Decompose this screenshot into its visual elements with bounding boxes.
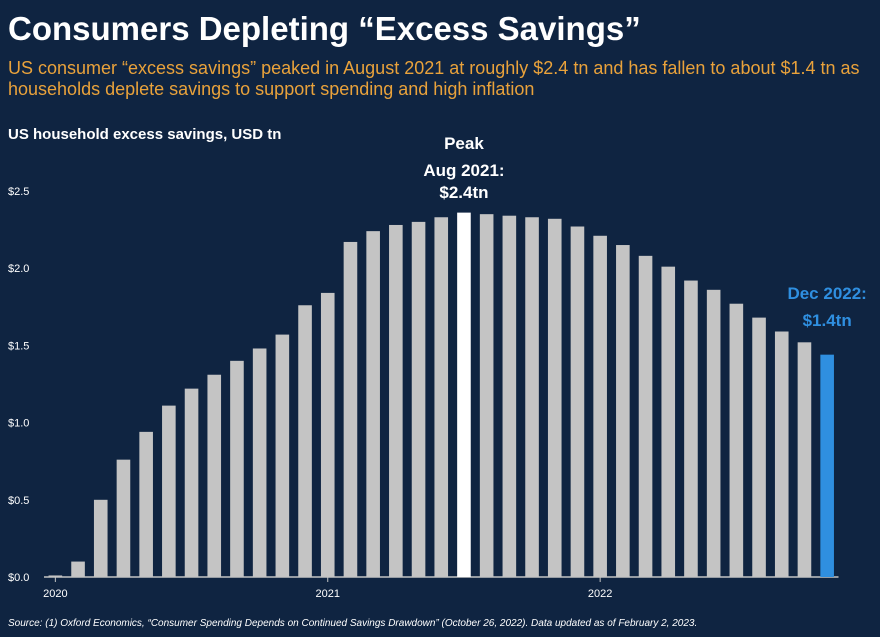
bar (547, 218, 562, 578)
bar (729, 303, 744, 577)
bar (275, 334, 290, 577)
bar (502, 215, 517, 578)
x-tick-label: 2022 (588, 588, 612, 600)
bar (162, 405, 176, 577)
bar (525, 217, 539, 578)
bar (389, 224, 403, 577)
latest-annotation: Dec 2022: (787, 284, 866, 303)
bar (343, 241, 358, 577)
peak-annotation: Aug 2021: (423, 161, 504, 180)
y-tick-label: $0.0 (8, 572, 29, 584)
bar (298, 305, 312, 577)
y-tick-label: $1.5 (8, 340, 29, 352)
chart-subtitle: US consumer “excess savings” peaked in A… (8, 58, 860, 99)
bar (184, 388, 199, 577)
bar (93, 499, 108, 577)
bar (252, 348, 267, 577)
bar (457, 212, 471, 577)
bar (230, 360, 244, 577)
bar (616, 245, 630, 578)
bar (593, 235, 607, 577)
y-axis-label: US household excess savings, USD tn (8, 126, 281, 143)
bar (752, 317, 766, 577)
peak-annotation: Peak (444, 134, 484, 153)
y-tick-label: $1.0 (8, 418, 29, 430)
x-tick-label: 2021 (316, 588, 340, 600)
bar (320, 292, 335, 577)
latest-annotation: $1.4tn (803, 311, 852, 330)
peak-annotation: $2.4tn (439, 183, 488, 202)
bar (411, 221, 426, 577)
subtitle-box: US consumer “excess savings” peaked in A… (8, 58, 860, 99)
bar (570, 226, 585, 577)
y-tick-label: $2.5 (8, 186, 29, 198)
bar (706, 289, 721, 577)
y-tick-label: $0.5 (8, 495, 29, 507)
source: Source: (1) Oxford Economics, “Consumer … (8, 618, 697, 629)
y-tick-label: $2.0 (8, 263, 29, 275)
bar (116, 459, 131, 577)
bar (139, 431, 153, 577)
bar (48, 575, 63, 577)
bar (207, 374, 222, 577)
bar (638, 255, 653, 577)
bar (479, 214, 494, 577)
bar (661, 266, 676, 577)
bar (774, 331, 789, 577)
bar (684, 280, 698, 577)
bar (434, 217, 449, 578)
bar (71, 561, 85, 577)
bar (797, 342, 812, 577)
x-tick-label: 2020 (43, 588, 67, 600)
bar (366, 231, 380, 578)
chart-title: Consumers Depleting “Excess Savings” (8, 10, 641, 47)
bar (820, 354, 834, 577)
